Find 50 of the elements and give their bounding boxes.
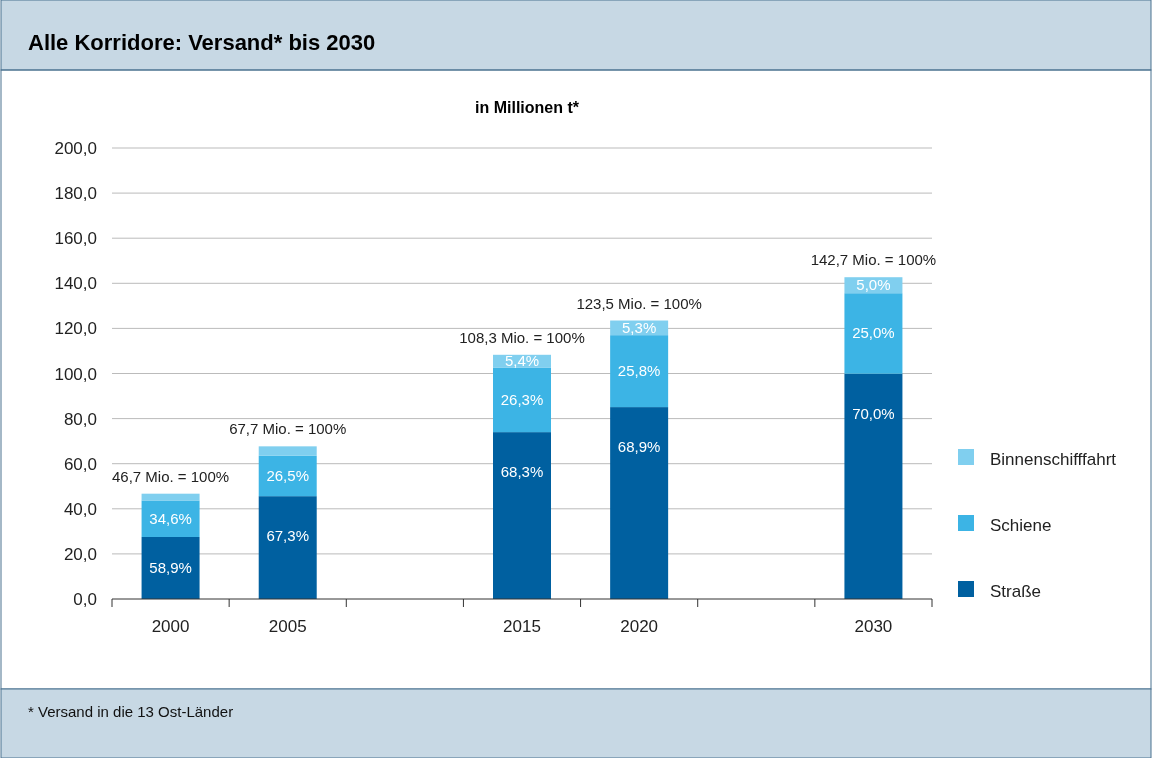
y-tick-label: 140,0 <box>54 274 97 294</box>
annotation: 58,9% <box>149 558 192 576</box>
bar <box>844 373 903 599</box>
bar <box>844 293 903 374</box>
y-tick-label: 160,0 <box>54 229 97 249</box>
bar <box>258 446 317 456</box>
y-tick-label: 60,0 <box>63 454 97 474</box>
bar <box>610 407 669 599</box>
annotation: 26,3% <box>500 391 544 408</box>
y-tick-label: 200,0 <box>54 139 97 158</box>
x-tick-label: 2020 <box>620 617 659 636</box>
x-tick-label: 2030 <box>854 617 893 636</box>
text: * Versand in die 13 Ost-Länder <box>28 703 234 720</box>
annotation: 5,4% <box>504 352 540 370</box>
total-label: 123,5 Mio. = 100% <box>576 294 702 312</box>
chart-subtitle: in Millionen t* <box>475 99 580 116</box>
annotation: 68,3% <box>500 463 544 481</box>
chart-title: Alle Korridore: Versand* bis 2030 <box>28 30 376 55</box>
y-tick-label: 40,0 <box>63 499 97 519</box>
bar <box>258 496 317 599</box>
annotation: 5,3% <box>622 318 657 336</box>
y-tick-label: 100,0 <box>54 364 97 384</box>
annotation: 70,0% <box>852 404 895 422</box>
total-label: 67,7 Mio. = 100% <box>229 420 347 438</box>
annotation: 5,0% <box>856 276 891 294</box>
y-tick-label: 120,0 <box>54 319 97 339</box>
total-label: 142,7 Mio. = 100% <box>810 251 937 269</box>
y-tick-label: 80,0 <box>63 409 97 429</box>
y-tick-label: 0,0 <box>73 590 97 609</box>
bar <box>141 536 200 599</box>
annotation: 26,5% <box>266 466 309 484</box>
bar <box>493 367 551 433</box>
bar <box>493 432 551 599</box>
annotation: 25,8% <box>617 362 661 380</box>
annotation: 25,0% <box>852 324 895 342</box>
x-tick-label: 2000 <box>151 617 190 636</box>
annotation: 34,6% <box>149 509 192 527</box>
legend-label: Schiene <box>990 516 1052 535</box>
annotation: 68,9% <box>617 438 661 456</box>
x-tick-label: 2015 <box>503 617 541 636</box>
bar <box>610 335 669 408</box>
x-tick-label: 2005 <box>268 617 307 636</box>
y-tick-label: 20,0 <box>63 544 97 564</box>
y-tick-label: 180,0 <box>54 184 97 204</box>
legend-label: Binnenschifffahrt <box>990 450 1117 469</box>
annotation: 67,3% <box>266 527 309 545</box>
total-label: 46,7 Mio. = 100% <box>111 467 230 485</box>
legend-label: Straße <box>990 582 1042 601</box>
total-label: 108,3 Mio. = 100% <box>459 328 585 346</box>
bar <box>141 500 200 537</box>
